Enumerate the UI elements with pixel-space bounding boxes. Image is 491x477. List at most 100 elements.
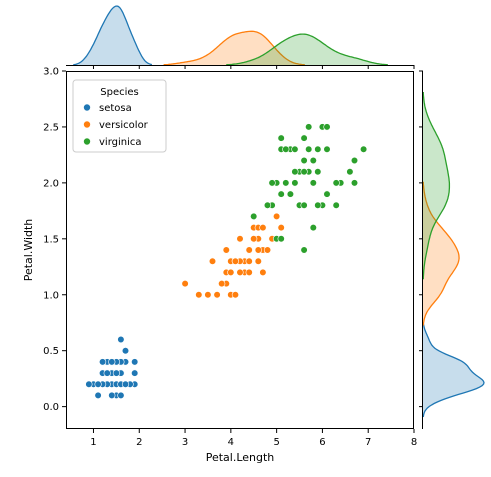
scatter-point-virginica	[305, 145, 313, 153]
right-kde-fill-setosa	[423, 322, 484, 417]
scatter-point-virginica	[323, 145, 331, 153]
scatter-point-versicolor	[231, 291, 239, 299]
x-tick-label: 7	[365, 437, 371, 448]
scatter-point-setosa	[131, 358, 139, 366]
scatter-point-setosa	[94, 380, 102, 388]
x-tick-label: 1	[90, 437, 96, 448]
scatter-point-versicolor	[254, 246, 262, 254]
scatter-point-virginica	[332, 201, 340, 209]
right-kde-line-versicolor	[422, 181, 460, 326]
scatter-point-versicolor	[204, 291, 212, 299]
scatter-point-versicolor	[213, 291, 221, 299]
top-kde-line-setosa	[73, 5, 153, 66]
plot-frame	[66, 71, 414, 429]
scatter-point-setosa	[103, 369, 111, 377]
scatter-point-virginica	[277, 190, 285, 198]
top-kde-fill-virginica	[226, 34, 388, 65]
legend: Species setosa versicolor virginica	[72, 79, 167, 153]
scatter-point-versicolor	[181, 280, 189, 288]
legend-title: Species	[100, 87, 139, 98]
scatter-point-versicolor	[250, 235, 258, 243]
scatter-point-versicolor	[263, 246, 272, 254]
scatter-point-setosa	[131, 369, 139, 377]
scatter-point-setosa	[117, 391, 125, 400]
scatter-point-setosa	[108, 391, 116, 400]
scatter-point-virginica	[314, 201, 322, 209]
scatter-point-virginica	[323, 190, 331, 198]
scatter-point-virginica	[268, 179, 276, 187]
scatter-panel: 1 2 3 4 5 6 7 8 0.0 0.5 1.0 1.5 2.0 2.5 3.0 Petal.Lengt…	[22, 67, 417, 465]
x-tick-label: 4	[228, 437, 234, 448]
right-kde-fill-virginica	[423, 92, 450, 280]
scatter-point-virginica	[263, 201, 272, 209]
scatter-point-setosa	[85, 380, 93, 388]
scatter-point-virginica	[277, 134, 285, 142]
scatter-point-virginica	[300, 246, 308, 254]
scatter-point-virginica	[323, 123, 331, 131]
scatter-point-virginica	[291, 145, 299, 153]
scatter-point-versicolor	[277, 224, 285, 232]
y-tick-label: 0.0	[43, 402, 59, 413]
scatter-point-virginica	[300, 168, 308, 176]
scatter-point-virginica	[360, 145, 368, 153]
scatter-point-virginica	[277, 235, 285, 243]
scatter-point-virginica	[291, 168, 299, 176]
right-kde-line-virginica	[422, 92, 451, 280]
scatter-point-virginica	[309, 156, 317, 165]
scatter-point-versicolor	[254, 257, 262, 265]
y-tick-label: 1.0	[43, 290, 59, 301]
x-tick-label: 2	[136, 437, 142, 448]
scatter-point-versicolor	[245, 257, 253, 265]
scatter-point-versicolor	[236, 268, 244, 277]
legend-label-versicolor: versicolor	[99, 120, 149, 131]
scatter-point-setosa	[112, 369, 120, 377]
y-tick-label: 3.0	[43, 67, 59, 78]
scatter-point-versicolor	[231, 257, 239, 265]
scatter-point-virginica	[291, 179, 299, 187]
scatter-point-virginica	[314, 168, 322, 176]
scatter-point-versicolor	[222, 246, 230, 254]
scatter-point-virginica	[332, 179, 340, 187]
top-kde-fill-versicolor	[163, 31, 305, 65]
right-marginal	[419, 70, 485, 429]
scatter-point-versicolor	[227, 268, 235, 277]
y-tick-label: 2.5	[43, 122, 59, 133]
scatter-point-versicolor	[218, 280, 226, 288]
scatter-point-virginica	[305, 123, 313, 131]
top-kde-line-virginica	[226, 33, 388, 66]
scatter-point-setosa	[98, 358, 107, 366]
scatter-point-versicolor	[195, 291, 203, 299]
x-tick-label: 3	[182, 437, 188, 448]
legend-marker-setosa	[83, 103, 91, 112]
scatter-point-setosa	[117, 335, 125, 344]
legend-box	[72, 79, 167, 153]
y-tick-label: 2.0	[43, 178, 59, 189]
scatter-point-versicolor	[245, 246, 253, 254]
scatter-point-versicolor	[259, 224, 267, 232]
scatter-point-virginica	[309, 179, 317, 187]
x-tick-label: 6	[319, 437, 325, 448]
y-tick-label: 1.5	[43, 234, 59, 245]
scatter-point-setosa	[108, 358, 116, 366]
top-kde-line-versicolor	[163, 30, 305, 66]
scatter-point-virginica	[314, 145, 322, 153]
scatter-point-versicolor	[236, 235, 244, 243]
x-tick-label: 5	[273, 437, 279, 448]
scatter-point-versicolor	[208, 257, 217, 265]
y-axis-label: Petal.Width	[22, 219, 35, 282]
legend-label-virginica: virginica	[99, 137, 142, 148]
scatter-point-virginica	[286, 190, 295, 198]
scatter-point-setosa	[94, 391, 102, 400]
scatter-point-virginica	[250, 212, 258, 220]
scatter-point-virginica	[282, 145, 290, 153]
right-kde-fill-versicolor	[423, 181, 460, 326]
y-tick-label: 0.5	[43, 346, 59, 357]
legend-label-setosa: setosa	[99, 103, 132, 114]
right-kde-line-setosa	[422, 322, 485, 418]
scatter-point-virginica	[350, 156, 359, 165]
legend-marker-virginica	[83, 137, 91, 146]
x-tick-label: 8	[411, 437, 417, 448]
scatter-point-virginica	[300, 156, 308, 165]
